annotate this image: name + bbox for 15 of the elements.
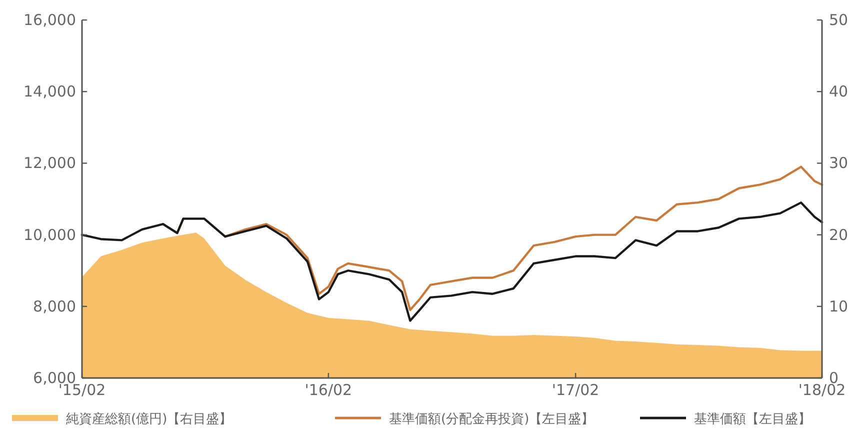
y-tick-label: 16,000 [24, 11, 76, 29]
y-tick-label: 12,000 [24, 154, 76, 172]
legend-label: 基準価額(分配金再投資)【左目盛】 [389, 412, 594, 427]
y2-tick-label: 40 [829, 82, 848, 101]
x-tick-label: '17/02 [552, 381, 600, 399]
y-tick-label: 8,000 [33, 297, 76, 316]
y2-tick-label: 50 [829, 11, 848, 29]
y2-tick-label: 30 [829, 154, 848, 172]
y-tick-label: 10,000 [24, 226, 76, 244]
y-tick-label: 14,000 [24, 82, 76, 101]
y2-tick-label: 10 [829, 297, 848, 316]
x-tick-label: '16/02 [304, 381, 352, 399]
legend-label: 基準価額【左目盛】 [694, 412, 811, 427]
legend-label: 純資産総額(億円)【右目盛】 [66, 411, 232, 427]
y2-tick-label: 20 [829, 226, 848, 244]
